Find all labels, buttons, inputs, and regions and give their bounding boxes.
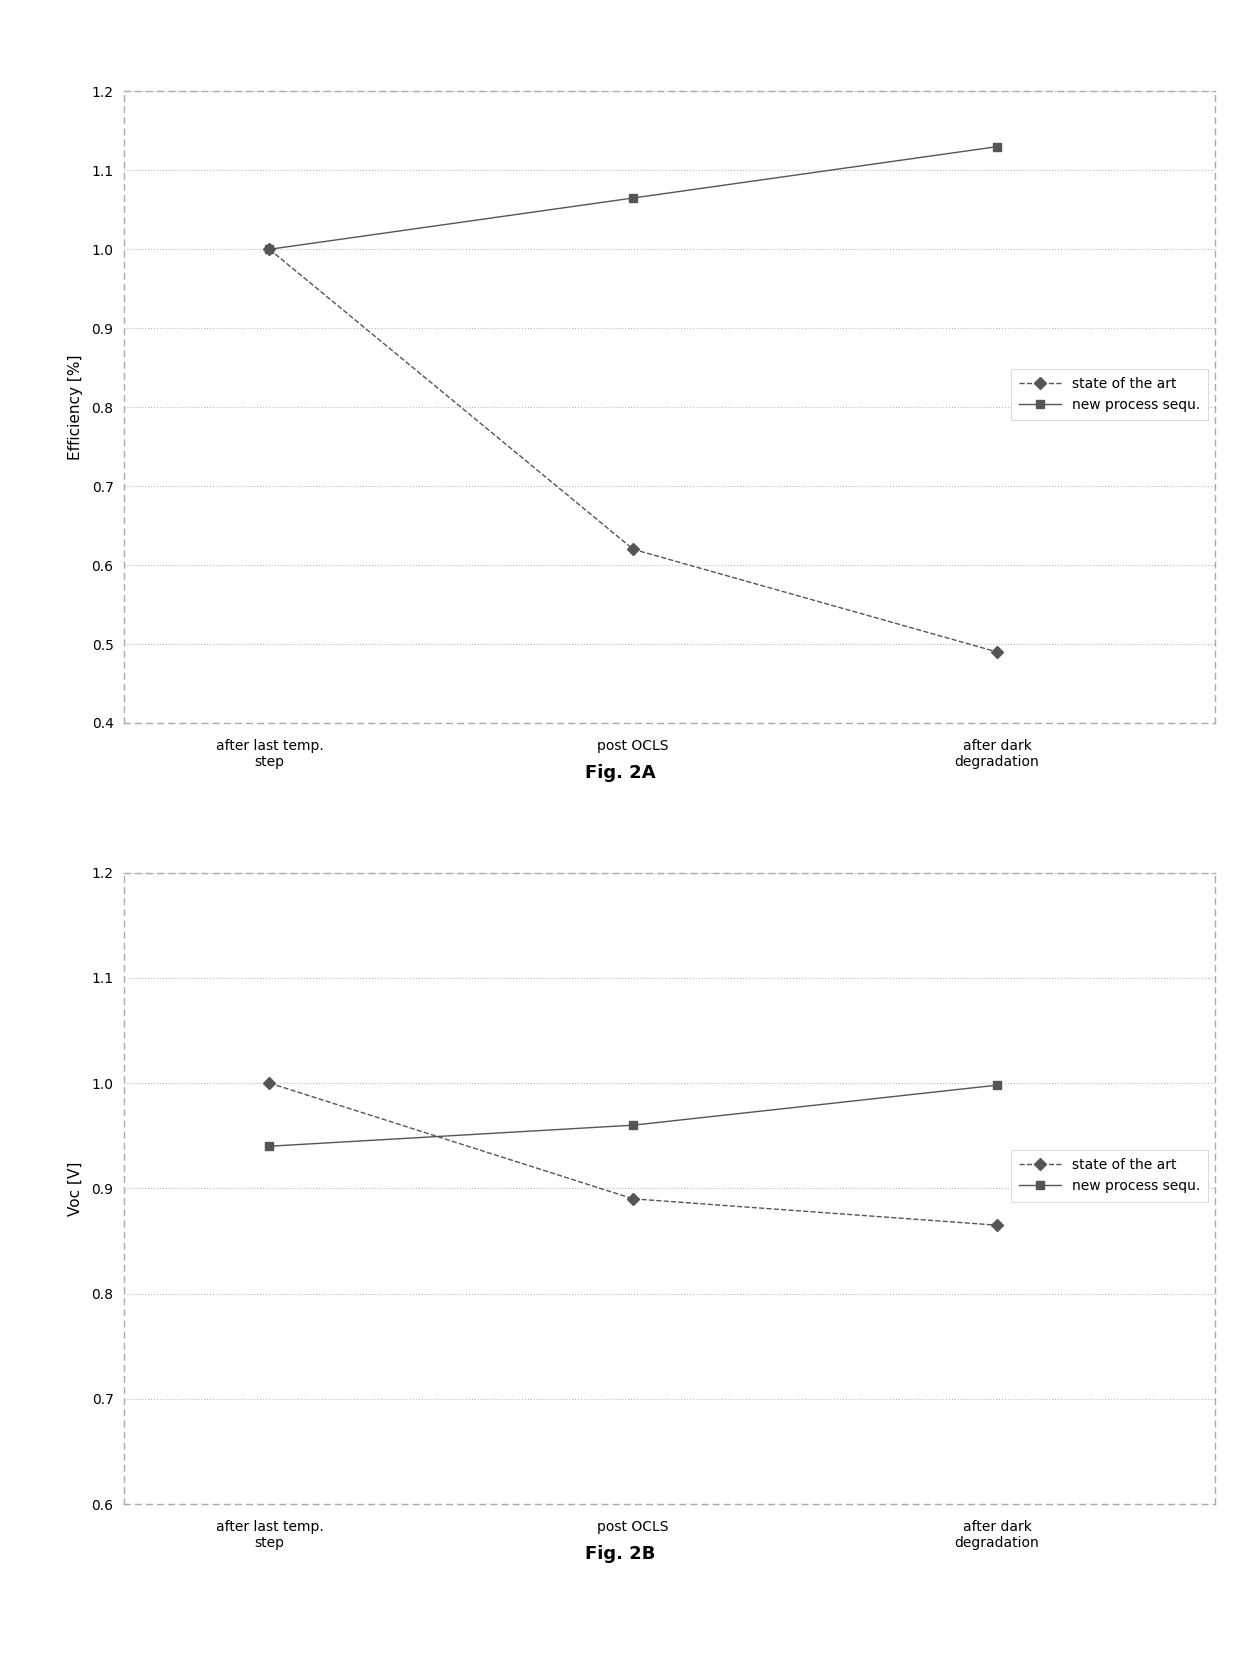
new process sequ. [626, 1115, 641, 1135]
Y-axis label: Efficiency [%]: Efficiency [%] [68, 354, 83, 460]
new process sequ. [990, 1075, 1004, 1095]
Line: new process sequ.: new process sequ. [265, 143, 1001, 254]
Y-axis label: Voc [V]: Voc [V] [68, 1162, 83, 1215]
new process sequ. [262, 1137, 277, 1157]
state of the art [626, 1188, 641, 1208]
new process sequ. [626, 188, 641, 208]
state of the art [626, 540, 641, 560]
Text: Fig. 2A: Fig. 2A [585, 765, 655, 781]
Legend: state of the art, new process sequ.: state of the art, new process sequ. [1011, 1150, 1208, 1202]
Line: state of the art: state of the art [265, 244, 1001, 656]
state of the art [990, 1215, 1004, 1235]
Line: new process sequ.: new process sequ. [265, 1080, 1001, 1150]
state of the art [262, 1074, 277, 1094]
new process sequ. [262, 239, 277, 259]
Line: state of the art: state of the art [265, 1079, 1001, 1230]
new process sequ. [990, 136, 1004, 156]
state of the art [990, 642, 1004, 661]
Legend: state of the art, new process sequ.: state of the art, new process sequ. [1011, 369, 1208, 420]
state of the art [262, 239, 277, 259]
Text: Fig. 2B: Fig. 2B [585, 1546, 655, 1562]
